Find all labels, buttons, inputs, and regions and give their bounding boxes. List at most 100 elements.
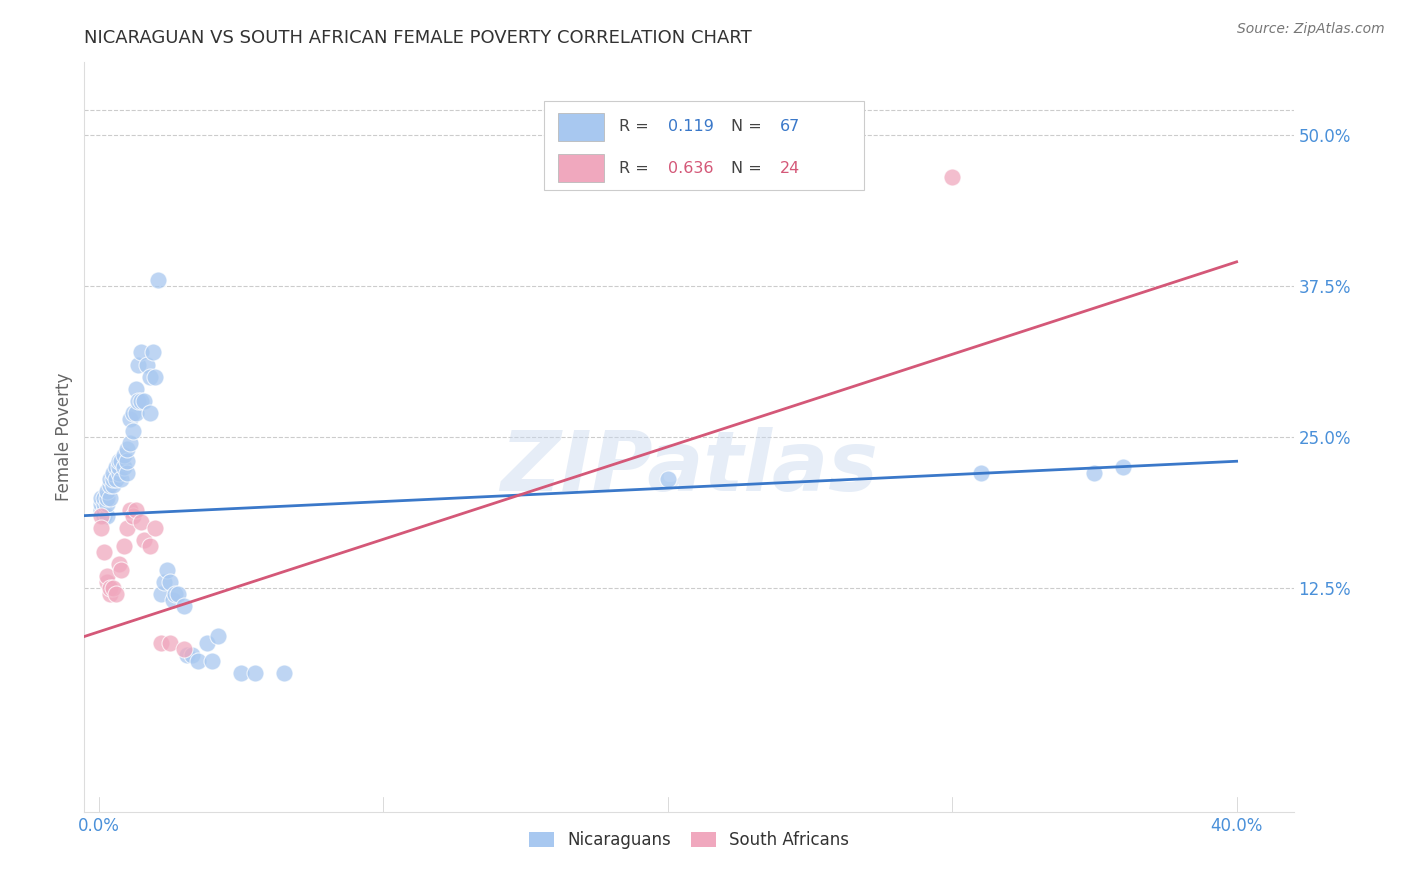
Point [118, 436, 141, 450]
Point [96, 484, 118, 499]
Point [136, 358, 159, 372]
Point [93, 497, 115, 511]
Point [159, 575, 181, 590]
Point [124, 406, 146, 420]
Point [115, 442, 138, 457]
Point [207, 630, 229, 644]
Point [121, 424, 143, 438]
Point [90, 521, 112, 535]
Point [129, 345, 152, 359]
Point [110, 563, 132, 577]
Point [139, 369, 162, 384]
Point [173, 599, 195, 614]
Point [101, 581, 124, 595]
Point [132, 393, 155, 408]
FancyBboxPatch shape [558, 153, 605, 182]
Point [110, 472, 132, 486]
Point [162, 593, 184, 607]
Point [124, 502, 146, 516]
FancyBboxPatch shape [544, 102, 865, 190]
Text: NICARAGUAN VS SOUTH AFRICAN FEMALE POVERTY CORRELATION CHART: NICARAGUAN VS SOUTH AFRICAN FEMALE POVER… [84, 29, 752, 47]
Point [124, 382, 146, 396]
Text: N =: N = [731, 120, 762, 135]
Point [96, 569, 118, 583]
Point [167, 587, 190, 601]
Point [129, 393, 152, 408]
Point [104, 587, 127, 601]
Point [1112, 460, 1135, 475]
Point [156, 563, 179, 577]
Text: R =: R = [619, 120, 648, 135]
Point [90, 502, 112, 516]
Point [127, 358, 149, 372]
Y-axis label: Female Poverty: Female Poverty [55, 373, 73, 501]
Point [150, 635, 173, 649]
Legend: Nicaraguans, South Africans: Nicaraguans, South Africans [520, 822, 858, 857]
Point [101, 467, 124, 481]
Point [112, 460, 135, 475]
Point [90, 491, 112, 505]
Text: ZIPatlas: ZIPatlas [501, 426, 877, 508]
Point [121, 406, 143, 420]
Point [107, 454, 129, 468]
Point [101, 478, 124, 492]
Point [96, 575, 118, 590]
Point [98, 491, 121, 505]
Point [115, 467, 138, 481]
Point [110, 454, 132, 468]
FancyBboxPatch shape [558, 112, 605, 141]
Point [96, 508, 118, 523]
Point [115, 454, 138, 468]
Point [657, 472, 679, 486]
Text: 0.636: 0.636 [668, 161, 714, 176]
Point [98, 587, 121, 601]
Point [229, 665, 252, 680]
Point [98, 581, 121, 595]
Point [195, 635, 218, 649]
Point [148, 273, 170, 287]
Point [93, 502, 115, 516]
Point [150, 587, 173, 601]
Text: Source: ZipAtlas.com: Source: ZipAtlas.com [1237, 22, 1385, 37]
Point [139, 539, 162, 553]
Point [153, 575, 176, 590]
Point [969, 467, 991, 481]
Point [201, 654, 224, 668]
Point [243, 665, 266, 680]
Point [187, 654, 209, 668]
Text: N =: N = [731, 161, 762, 176]
Point [176, 648, 198, 662]
Point [107, 460, 129, 475]
Point [93, 508, 115, 523]
Text: 24: 24 [780, 161, 800, 176]
Point [96, 491, 118, 505]
Point [101, 472, 124, 486]
Point [273, 665, 295, 680]
Point [941, 170, 963, 185]
Point [112, 448, 135, 462]
Point [142, 345, 165, 359]
Point [90, 497, 112, 511]
Point [129, 515, 152, 529]
Text: 0.119: 0.119 [668, 120, 714, 135]
Point [1083, 467, 1105, 481]
Point [96, 497, 118, 511]
Point [93, 491, 115, 505]
Point [107, 467, 129, 481]
Point [181, 648, 204, 662]
Point [115, 521, 138, 535]
Point [98, 478, 121, 492]
Point [121, 508, 143, 523]
Point [118, 412, 141, 426]
Point [112, 539, 135, 553]
Point [104, 460, 127, 475]
Point [139, 406, 162, 420]
Point [90, 508, 112, 523]
Point [173, 641, 195, 656]
Point [159, 635, 181, 649]
Point [132, 533, 155, 547]
Point [118, 502, 141, 516]
Point [127, 393, 149, 408]
Point [104, 472, 127, 486]
Point [107, 557, 129, 571]
